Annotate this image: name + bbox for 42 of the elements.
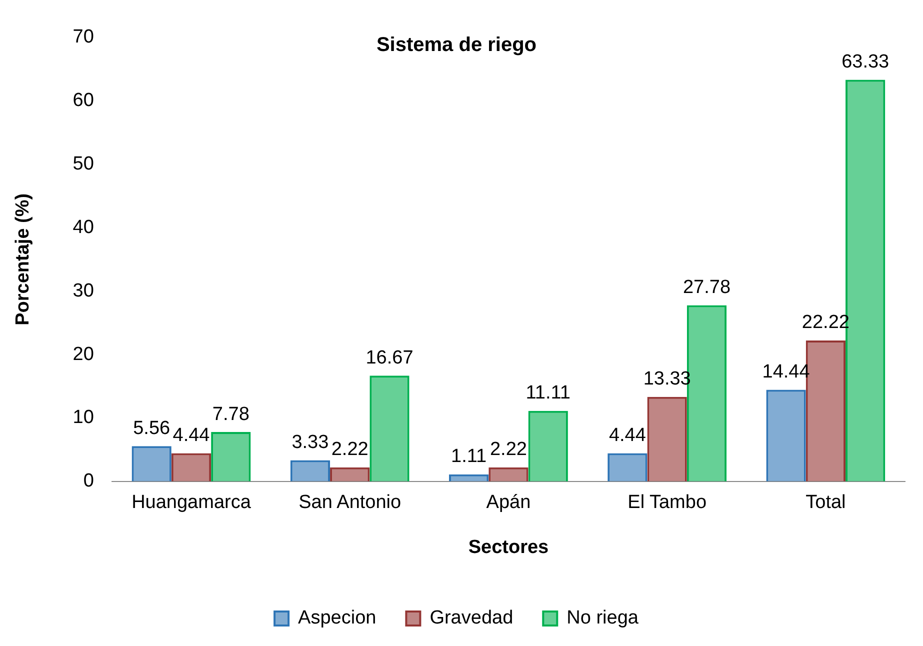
x-tick-label: San Antonio (298, 492, 402, 514)
y-tick-label: 70 (72, 26, 94, 48)
data-label: 16.67 (366, 347, 414, 368)
data-label: 7.78 (212, 404, 250, 425)
y-tick-label: 30 (72, 280, 94, 302)
x-tick-label: Total (806, 492, 846, 514)
y-tick-label: 10 (72, 407, 94, 428)
data-label: 4.44 (172, 424, 210, 446)
x-tick-label: El Tambo (628, 492, 707, 514)
x-tick-label: Apán (486, 492, 531, 514)
data-label: 5.56 (133, 418, 170, 439)
bar (370, 376, 410, 482)
legend-label: Gravedad (430, 608, 514, 629)
data-label: 3.33 (292, 432, 329, 454)
y-tick-label: 0 (83, 470, 94, 492)
bar (211, 432, 251, 482)
y-tick-label: 40 (72, 216, 94, 238)
y-tick-label: 20 (72, 344, 94, 365)
legend-label: Aspecion (298, 608, 376, 629)
data-label: 27.78 (682, 276, 731, 298)
data-label: 11.11 (526, 382, 570, 404)
data-label: 2.22 (331, 439, 368, 460)
data-label: 63.33 (842, 51, 890, 72)
bar (608, 453, 648, 482)
bar (528, 410, 568, 482)
y-tick-label: 50 (72, 153, 94, 174)
bar (766, 390, 806, 482)
y-tick-label: 60 (72, 90, 94, 112)
data-label: 4.44 (608, 424, 646, 446)
bar (290, 460, 330, 482)
chart-title: Sistema de riego (376, 34, 537, 56)
bar (171, 453, 212, 482)
bar (330, 467, 370, 482)
bar (647, 396, 687, 482)
x-axis-title: Sectores (468, 536, 549, 558)
data-label: 2.22 (490, 439, 527, 460)
x-tick-label: Huangamarca (132, 492, 252, 514)
bar (488, 467, 528, 482)
legend-label: No riega (566, 608, 639, 629)
y-axis-title: Porcentaje (%) (12, 193, 34, 326)
data-label: 1.11 (451, 446, 487, 468)
bar (132, 446, 172, 482)
